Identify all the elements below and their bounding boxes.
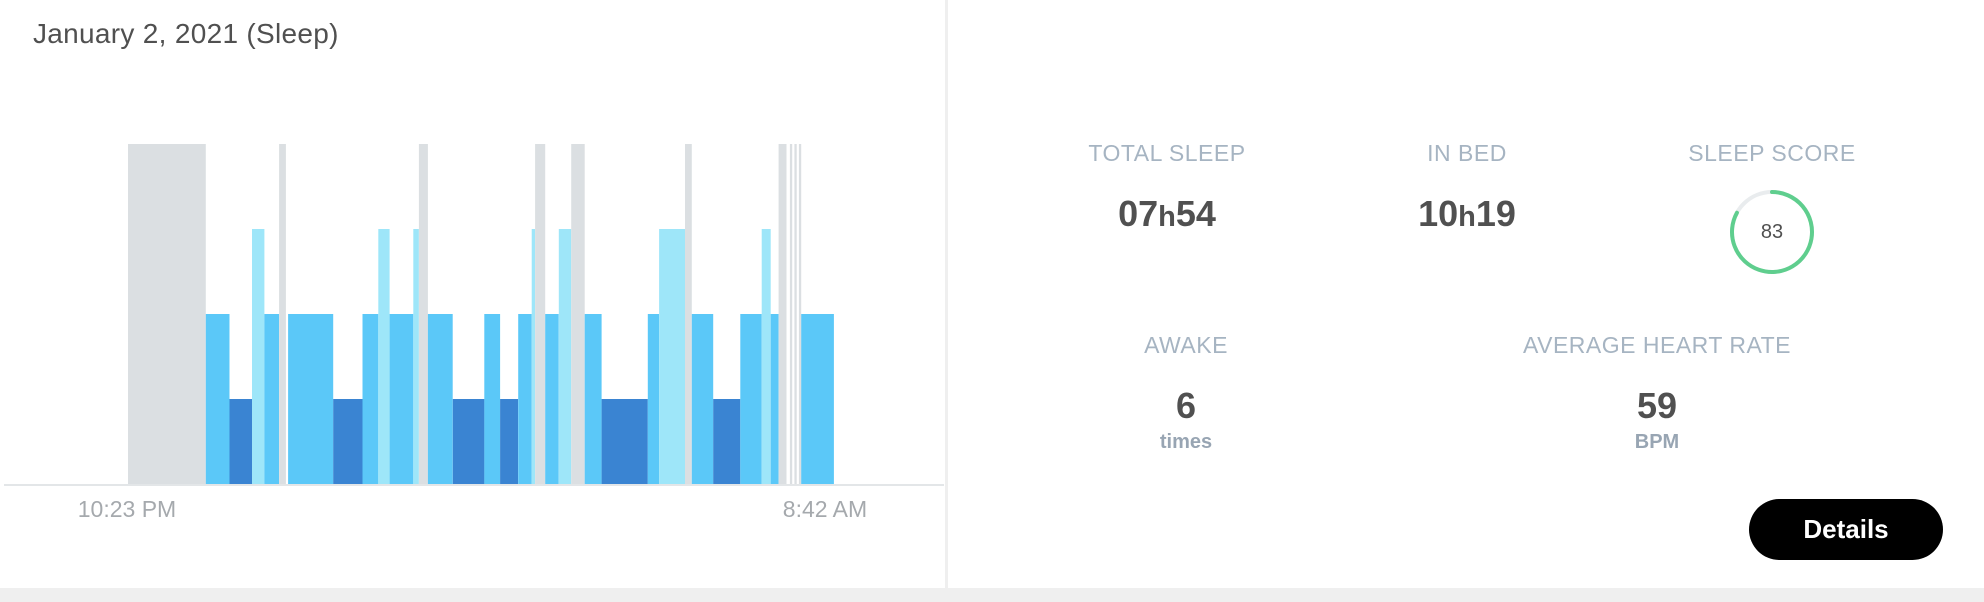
sleep-segment-deep xyxy=(229,399,253,484)
sleep-score-gauge xyxy=(1730,190,1814,274)
sleep-segment-deep xyxy=(713,399,741,484)
sleep-segment-light xyxy=(264,314,280,484)
sleep-segment-deep xyxy=(601,399,648,484)
sleep-segment-light xyxy=(647,314,660,484)
in-bed-value: 10h19 xyxy=(1307,193,1627,235)
sleep-chart-card: January 2, 2021 (Sleep) 10:23 PM 8:42 AM xyxy=(0,0,945,588)
awake-label: AWAKE xyxy=(1144,332,1228,358)
sleep-segment-deep xyxy=(500,399,519,484)
in-bed-minutes: 19 xyxy=(1475,193,1516,234)
sleep-stats-card xyxy=(948,0,1984,588)
total-sleep-hours-unit: h xyxy=(1158,201,1176,233)
sleep-segment-light xyxy=(584,314,602,484)
heart-rate-unit: BPM xyxy=(1634,431,1680,453)
sleep-segment-awake xyxy=(789,144,793,484)
sleep-segment-awake xyxy=(798,144,802,484)
sleep-segment-awake xyxy=(128,144,206,484)
heart-rate-label: AVERAGE HEART RATE xyxy=(1522,332,1792,358)
total-sleep-hours: 07 xyxy=(1118,193,1159,234)
sleep-score-ring: 83 xyxy=(1728,188,1816,276)
sleep-segment-light xyxy=(770,314,779,484)
sleep-segment-light xyxy=(205,314,230,484)
sleep-segment-light xyxy=(288,314,334,484)
sleep-segment-rem xyxy=(531,229,536,484)
sleep-segment-rem xyxy=(659,229,685,484)
sleep-segment-awake xyxy=(279,144,286,484)
sleep-segment-light xyxy=(801,314,834,484)
x-tick-start: 10:23 PM xyxy=(78,496,176,522)
sleep-segment-awake xyxy=(685,144,692,484)
sleep-segment-light xyxy=(740,314,762,484)
details-button[interactable]: Details xyxy=(1749,499,1943,560)
sleep-score-value: 83 xyxy=(1760,221,1784,243)
sleep-segment-rem xyxy=(558,229,572,484)
sleep-segment-awake xyxy=(794,144,797,484)
awake-value: 6 xyxy=(1175,385,1197,426)
sleep-segment-awake xyxy=(571,144,585,484)
in-bed-label: IN BED xyxy=(1427,140,1507,166)
sleep-segment-light xyxy=(427,314,453,484)
heart-rate-value: 59 xyxy=(1636,385,1678,426)
sleep-stages-chart: 10:23 PM 8:42 AM xyxy=(4,144,944,522)
sleep-segment-light xyxy=(484,314,501,484)
sleep-segment-rem xyxy=(413,229,419,484)
page-title: January 2, 2021 (Sleep) xyxy=(33,18,339,49)
sleep-segment-light xyxy=(362,314,379,484)
sleep-segment-awake xyxy=(778,144,787,484)
score-arc xyxy=(1730,190,1814,274)
sleep-segment-awake xyxy=(418,144,428,484)
sleep-segment-rem xyxy=(378,229,390,484)
sleep-segment-rem xyxy=(252,229,265,484)
total-sleep-value: 07h54 xyxy=(1007,193,1327,235)
sleep-segment-rem xyxy=(761,229,771,484)
sleep-segment-light xyxy=(389,314,414,484)
x-tick-end: 8:42 AM xyxy=(783,496,867,522)
sleep-segment-deep xyxy=(452,399,485,484)
sleep-segment-deep xyxy=(333,399,363,484)
total-sleep-label: TOTAL SLEEP xyxy=(1088,140,1246,166)
in-bed-hours-unit: h xyxy=(1458,201,1476,233)
in-bed-hours: 10 xyxy=(1418,193,1459,234)
total-sleep-minutes: 54 xyxy=(1175,193,1216,234)
awake-unit: times xyxy=(1159,431,1213,453)
sleep-segment-light xyxy=(518,314,532,484)
sleep-segment-awake xyxy=(535,144,546,484)
sleep-segment-light xyxy=(545,314,559,484)
sleep-segment-light xyxy=(691,314,714,484)
sleep-score-label: SLEEP SCORE xyxy=(1688,140,1856,166)
